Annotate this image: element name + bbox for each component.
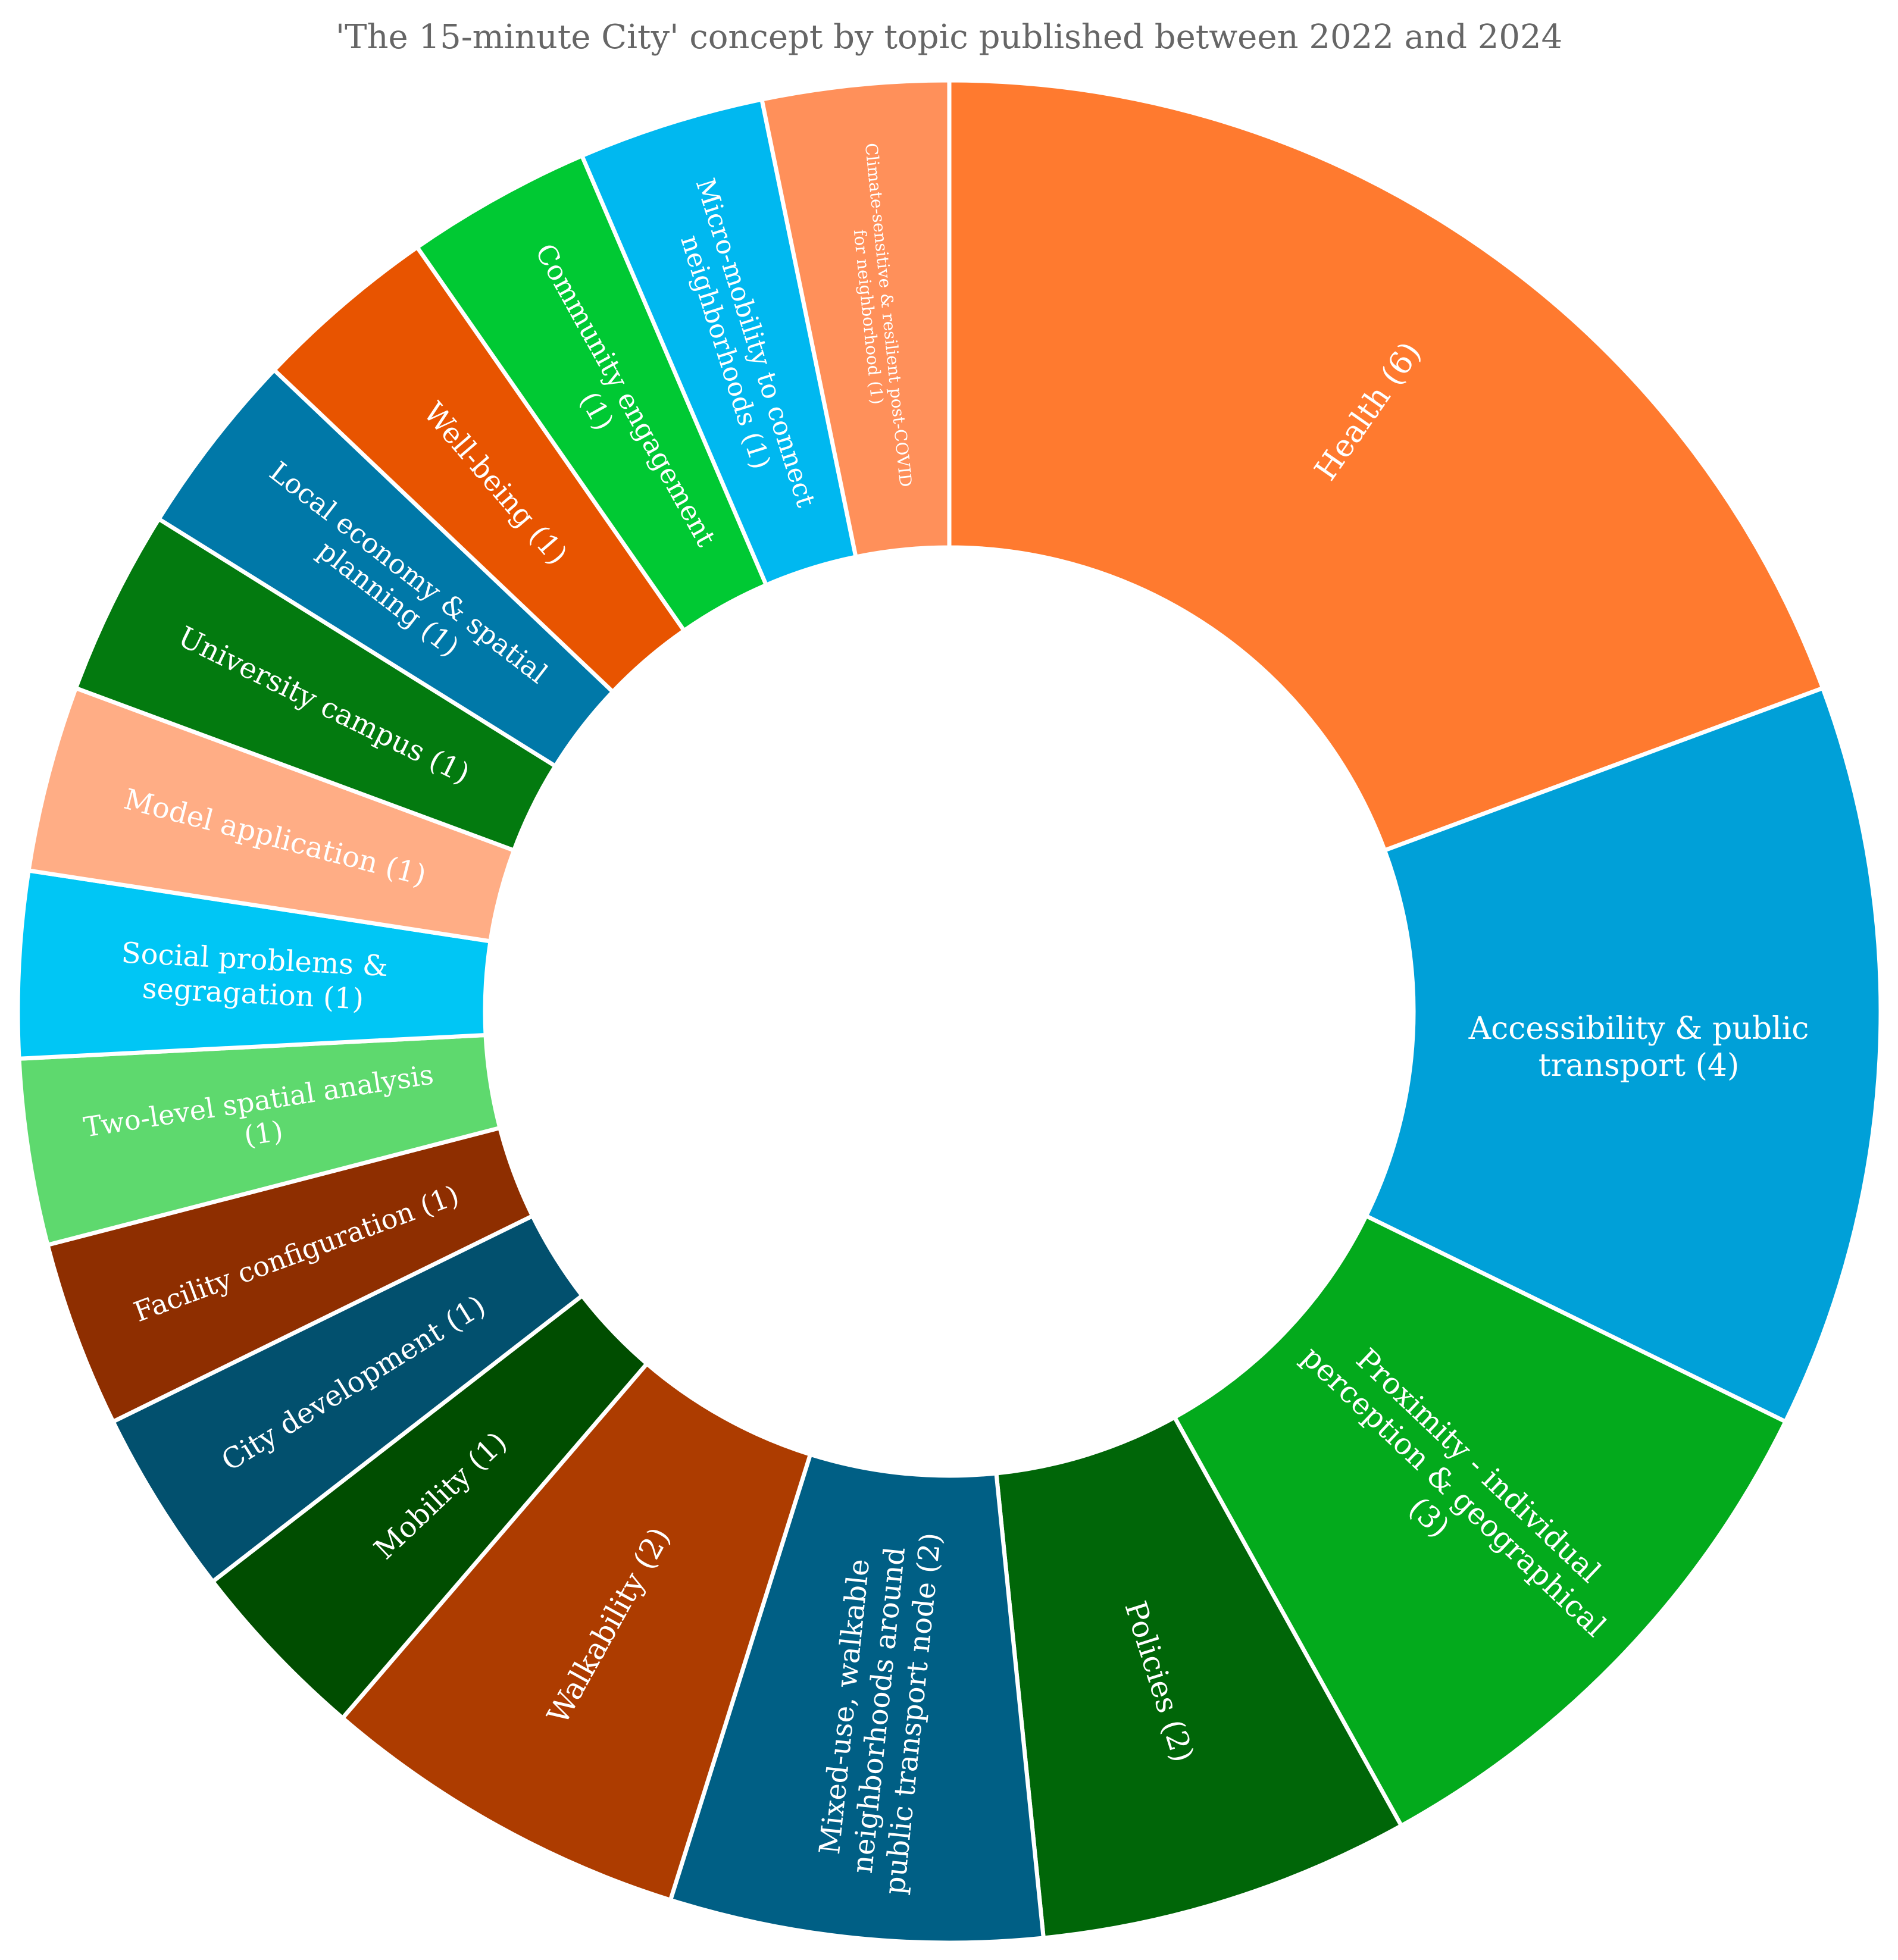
label-accessibility-and-public-transport: Accessibility & public transport (4)	[1468, 1011, 1809, 1084]
slice-accessibility-and-public-transport	[1363, 685, 1883, 1424]
chart-title: 'The 15-minute City' concept by topic pu…	[335, 18, 1563, 57]
slice-policies	[994, 1414, 1405, 1940]
slice-proximity-individual-perception-and-geographical	[1171, 1213, 1788, 1829]
slice-climate-sensitive-and-resilient-post-covid-for-neighborhood	[759, 78, 952, 560]
slice-walkability	[339, 1360, 813, 1903]
donut-slices	[15, 78, 1883, 1945]
slice-health	[947, 78, 1826, 853]
label-social-problems-and-segragation: Social problems &segragation (1)	[119, 936, 389, 1017]
slice-mixed-use-walkable-neighborhoods-around-public-transport-node	[668, 1451, 1046, 1945]
